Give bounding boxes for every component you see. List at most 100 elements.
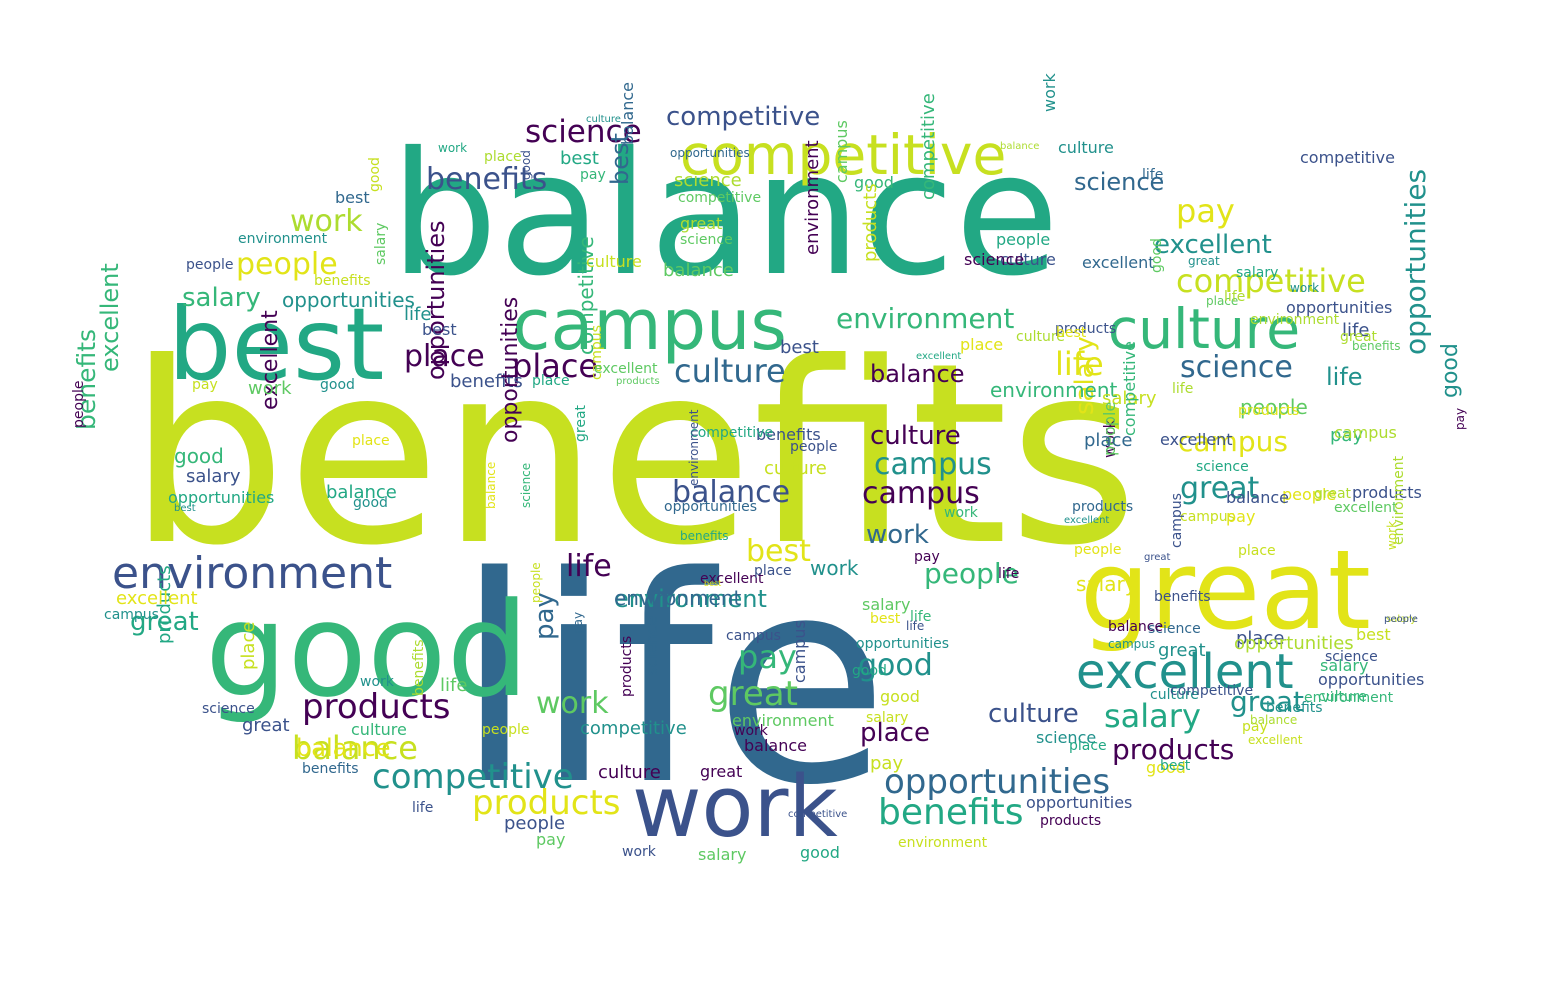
cloud-word-benefits: benefits (1154, 589, 1211, 605)
cloud-word-campus: campus (726, 628, 781, 644)
cloud-word-competitive: competitive (680, 123, 1007, 187)
cloud-word-competitive: competitive (918, 93, 939, 200)
cloud-word-work: work (622, 844, 656, 860)
cloud-word-excellent: excellent (1076, 644, 1294, 700)
cloud-word-culture: culture (598, 762, 661, 783)
cloud-word-campus: campus (104, 607, 159, 623)
cloud-word-benefits: benefits (680, 529, 729, 543)
cloud-word-work: work (290, 204, 363, 239)
cloud-word-competitive: competitive (1176, 262, 1366, 300)
cloud-word-culture: culture (1108, 297, 1301, 361)
cloud-word-environment: environment (1250, 312, 1340, 328)
cloud-word-excellent: excellent (1160, 430, 1233, 449)
cloud-word-great: great (1144, 552, 1171, 563)
cloud-word-opportunities: opportunities (1286, 298, 1393, 317)
cloud-word-science: science (1325, 649, 1378, 665)
cloud-word-place: place (404, 339, 485, 374)
cloud-word-products: products (302, 687, 451, 727)
cloud-word-culture: culture (674, 352, 786, 390)
cloud-word-science: science (1148, 621, 1201, 637)
cloud-word-products: products (1055, 321, 1117, 337)
cloud-word-environment: environment (112, 548, 393, 599)
cloud-word-salary: salary (373, 222, 389, 265)
cloud-word-good: good (205, 574, 530, 726)
cloud-word-environment: environment (898, 835, 988, 851)
cloud-word-excellent: excellent (1154, 230, 1272, 260)
cloud-word-balance: balance (663, 260, 734, 281)
cloud-word-good: good (880, 687, 920, 706)
cloud-word-excellent: excellent (700, 571, 764, 587)
cloud-word-benefits: benefits (426, 162, 548, 197)
cloud-word-environment: environment (687, 409, 701, 486)
cloud-word-competitive: competitive (1300, 148, 1395, 167)
cloud-word-competitive: competitive (690, 425, 774, 441)
cloud-word-salary: salary (866, 710, 909, 726)
cloud-word-work: work (632, 758, 838, 857)
cloud-word-science: science (1196, 459, 1249, 475)
cloud-word-opportunities: opportunities (856, 636, 950, 652)
cloud-word-best: best (174, 503, 196, 514)
cloud-word-work: work (438, 141, 468, 155)
cloud-word-people: people (1074, 542, 1122, 558)
cloud-word-benefits: benefits (302, 761, 359, 777)
cloud-word-salary: salary (1320, 656, 1369, 675)
cloud-word-opportunities: opportunities (498, 296, 523, 443)
cloud-word-good: good (800, 843, 840, 862)
cloud-word-balance: balance (672, 475, 791, 510)
cloud-word-great: great (680, 214, 723, 233)
cloud-word-environment: environment (614, 586, 742, 610)
cloud-word-work: work (360, 674, 394, 690)
cloud-word-excellent: excellent (1248, 733, 1303, 747)
cloud-word-products: products (1072, 499, 1134, 515)
cloud-word-culture: culture (988, 699, 1079, 729)
cloud-word-science: science (1036, 728, 1097, 747)
cloud-word-work: work (1290, 281, 1320, 295)
cloud-word-excellent: excellent (96, 263, 124, 372)
cloud-word-best: best (422, 320, 457, 339)
cloud-word-campus: campus (832, 120, 851, 183)
cloud-word-opportunities: opportunities (1234, 633, 1354, 654)
cloud-word-people: people (996, 230, 1051, 249)
cloud-word-good: good (519, 150, 533, 180)
cloud-word-people: people (1240, 395, 1308, 419)
cloud-word-opportunities: opportunities (1318, 670, 1425, 689)
cloud-word-competitive: competitive (372, 757, 574, 797)
cloud-word-life: life (412, 800, 434, 816)
cloud-word-great: great (573, 404, 589, 442)
cloud-word-products: products (472, 783, 621, 823)
cloud-word-science: science (642, 615, 661, 676)
cloud-word-pay: pay (1330, 425, 1364, 446)
cloud-word-good: good (320, 377, 355, 393)
cloud-word-science: science (680, 232, 733, 248)
cloud-word-pay: pay (870, 753, 904, 774)
cloud-word-work: work (536, 686, 609, 721)
cloud-word-good: good (1149, 238, 1165, 273)
cloud-word-campus: campus (1169, 493, 1185, 548)
cloud-word-best: best (1356, 625, 1391, 644)
cloud-word-competitive: competitive (666, 102, 821, 132)
cloud-word-people: people (1384, 614, 1418, 625)
cloud-word-good: good (858, 648, 933, 683)
cloud-word-competitive: competitive (788, 809, 848, 820)
cloud-word-environment: environment (238, 231, 328, 247)
cloud-word-products: products (1040, 813, 1102, 829)
cloud-word-work: work (944, 505, 978, 521)
cloud-word-environment: environment (614, 585, 767, 613)
cloud-word-people: people (924, 557, 1019, 590)
cloud-word-great: great (1314, 486, 1352, 502)
cloud-word-benefits: benefits (1266, 700, 1323, 716)
cloud-word-excellent: excellent (1082, 253, 1155, 272)
cloud-word-salary: salary (186, 466, 241, 487)
cloud-word-excellent: excellent (116, 588, 198, 609)
cloud-word-work: work (866, 520, 929, 550)
cloud-word-life: life (440, 675, 468, 696)
cloud-word-culture: culture (1318, 689, 1367, 705)
cloud-word-people: people (236, 247, 338, 282)
cloud-word-science: science (202, 701, 255, 717)
cloud-word-opportunities: opportunities (422, 220, 450, 380)
cloud-word-best: best (870, 611, 901, 627)
cloud-word-life: life (1342, 320, 1370, 341)
cloud-word-best: best (1160, 758, 1191, 774)
cloud-word-culture: culture (764, 458, 827, 479)
